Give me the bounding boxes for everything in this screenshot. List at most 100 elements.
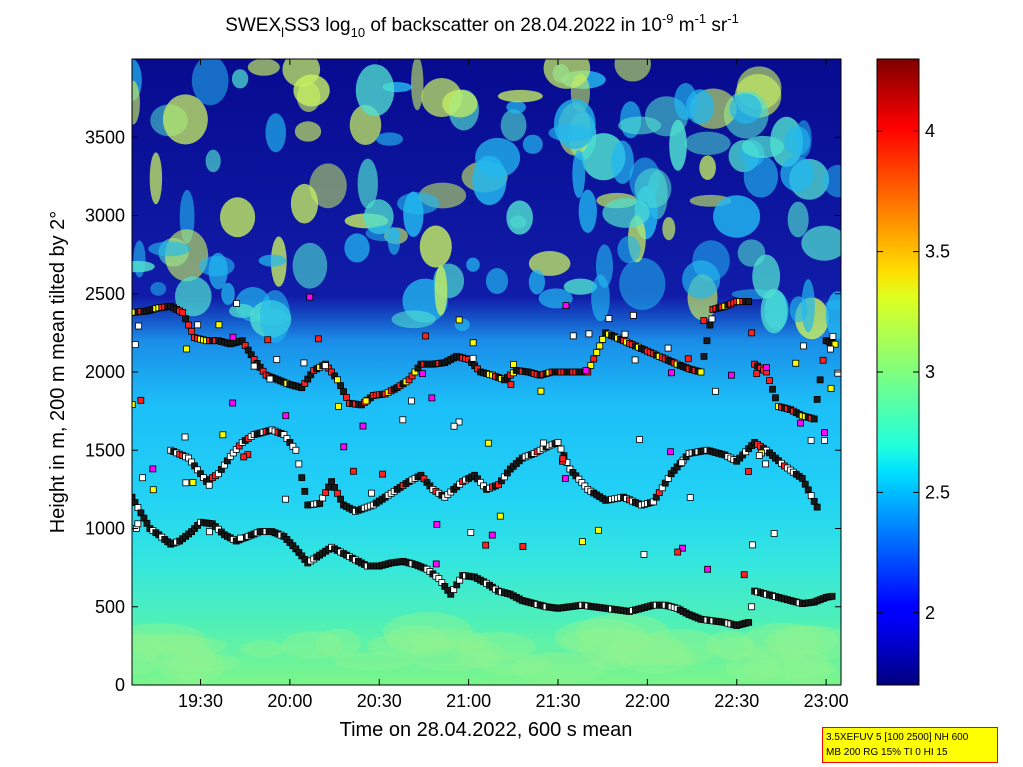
scatter-marker xyxy=(432,560,440,568)
aerosol-patch xyxy=(191,59,229,106)
surface-patch xyxy=(145,641,214,670)
scatter-marker xyxy=(679,544,687,552)
scatter-marker xyxy=(205,481,213,489)
y-tick-label: 2500 xyxy=(85,284,125,304)
y-tick-label: 1000 xyxy=(85,519,125,539)
aerosol-patch xyxy=(247,59,280,76)
scatter-marker xyxy=(482,541,490,549)
x-tick-label: 22:30 xyxy=(714,691,759,711)
scatter-marker xyxy=(455,316,463,324)
aerosol-patch xyxy=(614,59,651,82)
aerosol-patch xyxy=(265,113,286,153)
layer-marker xyxy=(337,495,344,503)
scatter-marker xyxy=(433,520,441,528)
scatter-marker xyxy=(762,460,769,468)
scatter-marker xyxy=(595,526,602,534)
scatter-marker xyxy=(749,541,756,549)
aerosol-patch xyxy=(752,254,781,299)
scatter-marker xyxy=(139,474,147,482)
scatter-marker xyxy=(194,321,202,329)
aerosol-patch xyxy=(132,80,140,125)
aerosol-patch xyxy=(686,89,715,125)
scatter-marker xyxy=(237,534,244,542)
scatter-marker xyxy=(686,494,694,501)
aerosol-patch xyxy=(522,134,543,154)
layer-marker xyxy=(328,478,335,485)
surface-patch xyxy=(457,632,536,661)
aerosol-patch xyxy=(787,201,809,238)
scatter-marker xyxy=(537,387,545,395)
x-axis: 19:30 20:00 20:30 21:00 21:30 22:00 22:30 23:00 xyxy=(178,59,849,711)
surface-patch xyxy=(743,646,806,664)
surface-patch xyxy=(608,632,687,666)
scatter-marker xyxy=(362,397,370,405)
settings-annotation: 3.5XEFUV 5 [100 2500] NH 600 MB 200 RG 1… xyxy=(822,727,998,763)
scatter-marker xyxy=(559,455,567,463)
surface-patch xyxy=(554,618,649,656)
scatter-marker xyxy=(684,355,692,363)
aerosol-patch xyxy=(618,116,662,135)
aerosol-patch xyxy=(434,265,448,316)
surface-patch xyxy=(334,652,413,671)
aerosol-patch xyxy=(292,242,328,289)
y-axis-label: Height in m, 200 m mean tilted by 2° xyxy=(47,211,69,534)
layer-marker xyxy=(343,394,350,401)
scatter-marker xyxy=(206,528,213,536)
x-tick-label: 23:00 xyxy=(804,691,849,711)
y-tick-label: 500 xyxy=(95,597,125,617)
scatter-marker xyxy=(740,571,748,579)
scatter-marker xyxy=(428,394,436,402)
scatter-marker xyxy=(829,332,837,340)
layer-marker xyxy=(596,342,604,350)
surface-patch xyxy=(366,633,458,658)
aerosol-patch xyxy=(528,251,571,276)
scatter-marker xyxy=(219,431,227,439)
scatter-marker xyxy=(399,416,407,424)
scatter-marker xyxy=(834,369,841,377)
scatter-marker xyxy=(629,311,637,319)
layer-marker xyxy=(801,480,809,488)
scatter-marker xyxy=(137,396,145,404)
surface-patch xyxy=(132,647,160,675)
surface-patch xyxy=(383,612,473,652)
layer-marker xyxy=(769,385,776,393)
layer-marker xyxy=(745,298,753,305)
scatter-marker xyxy=(408,397,415,405)
colorbar xyxy=(876,58,920,686)
aerosol-patch xyxy=(221,282,235,305)
scatter-marker xyxy=(282,495,289,503)
scatter-marker xyxy=(605,315,613,322)
layer-marker xyxy=(813,503,821,511)
surface-patch xyxy=(132,632,211,654)
surface-patch xyxy=(741,657,837,680)
scatter-marker xyxy=(149,486,157,494)
scatter-marker xyxy=(282,412,290,420)
layer-marker xyxy=(748,329,756,337)
scatter-marker xyxy=(728,371,735,379)
aerosol-patch xyxy=(563,278,598,295)
layer-marker xyxy=(703,337,711,345)
surface-patch xyxy=(782,649,831,685)
layer-marker xyxy=(295,460,303,468)
layer-marker xyxy=(766,377,773,385)
y-tick-label: 2000 xyxy=(85,362,125,382)
aerosol-patch xyxy=(132,260,155,273)
scatter-marker xyxy=(507,381,515,388)
scatter-marker xyxy=(181,433,189,441)
layer-marker xyxy=(331,484,338,491)
aerosol-patch xyxy=(205,149,221,173)
aerosol-patch xyxy=(162,94,208,145)
surface-patch xyxy=(742,622,822,659)
aerosol-patch xyxy=(662,217,676,241)
aerosol-patch xyxy=(634,168,672,209)
scatter-marker xyxy=(562,302,570,309)
layer-marker xyxy=(828,592,836,600)
x-tick-label: 21:00 xyxy=(446,691,491,711)
scatter-marker xyxy=(674,548,682,556)
y-axis: 0 500 1000 1500 2000 2500 3000 3500 xyxy=(85,127,841,695)
scatter-marker xyxy=(668,369,675,377)
colorbar-tick-label: 4 xyxy=(925,121,935,141)
aerosol-patch xyxy=(411,59,424,111)
x-tick-label: 21:30 xyxy=(535,691,580,711)
